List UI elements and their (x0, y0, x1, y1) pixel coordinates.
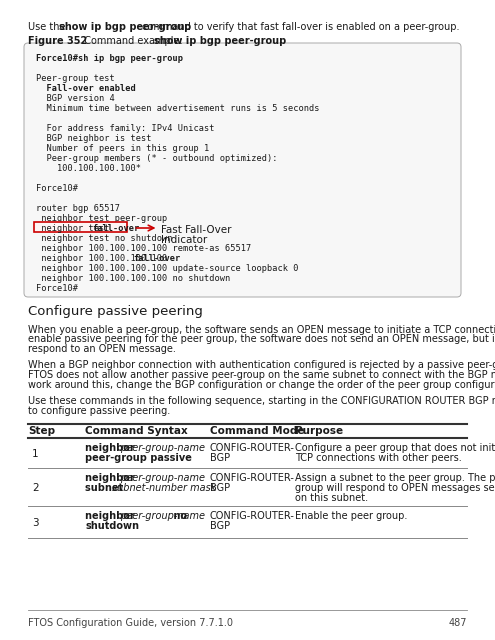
Text: CONFIG-ROUTER-: CONFIG-ROUTER- (210, 511, 295, 521)
Text: router bgp 65517: router bgp 65517 (36, 204, 120, 213)
Text: no: no (170, 511, 187, 521)
Text: Peer-group members (* - outbound optimized):: Peer-group members (* - outbound optimiz… (36, 154, 278, 163)
Text: neighbor test: neighbor test (36, 224, 115, 233)
Text: shutdown: shutdown (85, 521, 139, 531)
Text: subnet: subnet (85, 483, 127, 493)
Text: Purpose: Purpose (295, 426, 343, 436)
Text: Fast Fall-Over: Fast Fall-Over (161, 225, 232, 235)
Text: Use the: Use the (28, 22, 69, 32)
Text: Fall-over enabled: Fall-over enabled (36, 84, 136, 93)
Text: Indicator: Indicator (161, 235, 208, 245)
FancyBboxPatch shape (24, 43, 461, 297)
Text: Step: Step (28, 426, 55, 436)
Text: neighbor 100.100.100.100 update-source loopback 0: neighbor 100.100.100.100 update-source l… (36, 264, 298, 273)
Text: Enable the peer group.: Enable the peer group. (295, 511, 407, 521)
Text: Configure passive peering: Configure passive peering (28, 305, 203, 318)
Text: show ip bgp peer-group: show ip bgp peer-group (154, 36, 286, 46)
Text: BGP: BGP (210, 453, 230, 463)
Text: Force10#sh ip bgp peer-group: Force10#sh ip bgp peer-group (36, 54, 183, 63)
Text: CONFIG-ROUTER-: CONFIG-ROUTER- (210, 473, 295, 483)
Text: Figure 352: Figure 352 (28, 36, 87, 46)
Text: When a BGP neighbor connection with authentication configured is rejected by a p: When a BGP neighbor connection with auth… (28, 360, 495, 371)
Text: neighbor test peer-group: neighbor test peer-group (36, 214, 167, 223)
Text: Number of peers in this group 1: Number of peers in this group 1 (36, 144, 209, 153)
Text: Peer-group test: Peer-group test (36, 74, 115, 83)
Text: Command Syntax: Command Syntax (85, 426, 188, 436)
Text: Minimum time between advertisement runs is 5 seconds: Minimum time between advertisement runs … (36, 104, 319, 113)
Text: Assign a subnet to the peer group. The peer: Assign a subnet to the peer group. The p… (295, 473, 495, 483)
Text: peer-group-name: peer-group-name (120, 443, 204, 453)
Text: respond to an OPEN message.: respond to an OPEN message. (28, 344, 176, 354)
Text: show ip bgp peer-group: show ip bgp peer-group (59, 22, 191, 32)
Text: Command example:: Command example: (78, 36, 186, 46)
Text: Command Mode: Command Mode (210, 426, 304, 436)
Text: neighbor: neighbor (85, 473, 138, 483)
Text: on this subnet.: on this subnet. (295, 493, 368, 503)
Text: FTOS does not allow another passive peer-group on the same subnet to connect wit: FTOS does not allow another passive peer… (28, 370, 495, 380)
FancyBboxPatch shape (34, 222, 127, 232)
Text: group will respond to OPEN messages sent: group will respond to OPEN messages sent (295, 483, 495, 493)
Text: neighbor: neighbor (85, 511, 138, 521)
Text: CONFIG-ROUTER-: CONFIG-ROUTER- (210, 443, 295, 453)
Text: Use these commands in the following sequence, starting in the CONFIGURATION ROUT: Use these commands in the following sequ… (28, 396, 495, 406)
Text: 3: 3 (32, 518, 39, 528)
Text: fall-over: fall-over (133, 254, 180, 263)
Text: peer-group-name: peer-group-name (120, 473, 204, 483)
Text: Configure a peer group that does not initiate: Configure a peer group that does not ini… (295, 443, 495, 453)
Text: neighbor 100.100.100.100 no shutdown: neighbor 100.100.100.100 no shutdown (36, 274, 230, 283)
Text: TCP connections with other peers.: TCP connections with other peers. (295, 453, 462, 463)
Text: fall-over: fall-over (92, 224, 139, 233)
Text: For address family: IPv4 Unicast: For address family: IPv4 Unicast (36, 124, 214, 133)
Text: 487: 487 (448, 618, 467, 628)
Text: neighbor: neighbor (85, 443, 138, 453)
Text: peer-group-name: peer-group-name (120, 511, 204, 521)
Text: BGP neighbor is test: BGP neighbor is test (36, 134, 151, 143)
Text: peer-group passive: peer-group passive (85, 453, 192, 463)
Text: 1: 1 (32, 449, 39, 459)
Text: BGP: BGP (210, 521, 230, 531)
Text: BGP version 4: BGP version 4 (36, 94, 115, 103)
Text: Force10#: Force10# (36, 184, 78, 193)
Text: FTOS Configuration Guide, version 7.7.1.0: FTOS Configuration Guide, version 7.7.1.… (28, 618, 233, 628)
Text: to configure passive peering.: to configure passive peering. (28, 406, 170, 415)
Text: command to verify that fast fall-over is enabled on a peer-group.: command to verify that fast fall-over is… (139, 22, 460, 32)
Text: 100.100.100.100*: 100.100.100.100* (36, 164, 141, 173)
Text: When you enable a peer-group, the software sends an OPEN message to initiate a T: When you enable a peer-group, the softwa… (28, 325, 495, 335)
Text: work around this, change the BGP configuration or change the order of the peer g: work around this, change the BGP configu… (28, 380, 495, 390)
Text: subnet-number mask: subnet-number mask (112, 483, 216, 493)
Text: 2: 2 (32, 483, 39, 493)
Text: enable passive peering for the peer group, the software does not send an OPEN me: enable passive peering for the peer grou… (28, 335, 495, 344)
Text: neighbor 100.100.100.100: neighbor 100.100.100.100 (36, 254, 172, 263)
Text: Force10#: Force10# (36, 284, 78, 293)
Text: neighbor 100.100.100.100 remote-as 65517: neighbor 100.100.100.100 remote-as 65517 (36, 244, 251, 253)
Text: BGP: BGP (210, 483, 230, 493)
Text: neighbor test no shutdown: neighbor test no shutdown (36, 234, 172, 243)
